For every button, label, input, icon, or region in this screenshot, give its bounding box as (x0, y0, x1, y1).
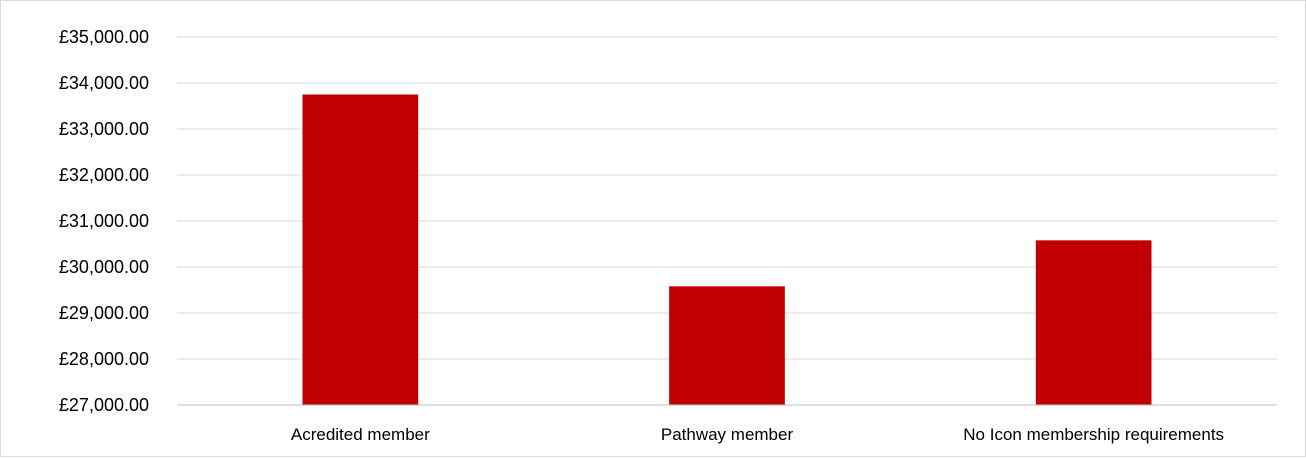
y-tick-label: £29,000.00 (59, 303, 149, 323)
y-tick-label: £30,000.00 (59, 257, 149, 277)
y-tick-label: £28,000.00 (59, 349, 149, 369)
bars (302, 94, 1152, 405)
y-axis-tick-labels: £35,000.00 £34,000.00 £33,000.00 £32,000.00… (59, 27, 149, 415)
y-tick-label: £32,000.00 (59, 165, 149, 185)
y-tick-label: £34,000.00 (59, 73, 149, 93)
bar (669, 286, 785, 405)
y-tick-label: £27,000.00 (59, 395, 149, 415)
x-axis-category-labels: Acredited member Pathway member No Icon me… (291, 425, 1224, 444)
y-tick-label: £31,000.00 (59, 211, 149, 231)
bar (1035, 240, 1152, 405)
x-category-label: Acredited member (291, 425, 430, 444)
bar (302, 94, 419, 405)
x-category-label: Pathway member (661, 425, 794, 444)
y-tick-label: £33,000.00 (59, 119, 149, 139)
y-tick-label: £35,000.00 (59, 27, 149, 47)
x-category-label: No Icon membership requirements (963, 425, 1224, 444)
